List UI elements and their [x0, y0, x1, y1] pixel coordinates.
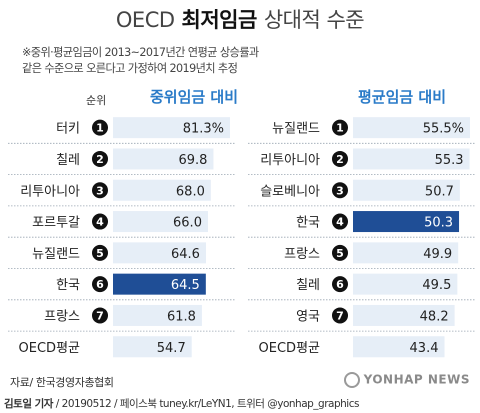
rank-badge — [92, 244, 108, 261]
rank-number: 2 — [336, 153, 344, 166]
value-label: 68.0 — [176, 184, 205, 199]
value-label: 61.8 — [167, 309, 196, 324]
category-label: 프랑스 — [284, 247, 320, 262]
rank-badge — [332, 244, 348, 261]
value-label: 50.7 — [425, 184, 454, 199]
value-label: 54.7 — [157, 341, 186, 356]
value-label: 64.6 — [171, 247, 200, 262]
value-label: 69.8 — [178, 153, 207, 168]
bar — [113, 179, 211, 201]
rank-badge — [332, 119, 348, 136]
rank-number: 7 — [336, 309, 344, 322]
rank-number: 7 — [96, 309, 104, 322]
value-label: 66.0 — [173, 216, 202, 231]
bar — [113, 211, 208, 233]
title-bold: 최저임금 — [181, 8, 258, 32]
rank-badge — [332, 307, 348, 324]
category-label: 영국 — [296, 309, 320, 324]
bar — [353, 304, 455, 326]
category-label: 칠레 — [296, 278, 320, 293]
category-label: 터키 — [56, 122, 80, 137]
category-label: 한국 — [296, 216, 320, 231]
panel-title-median: 중위임금 대비 — [150, 88, 239, 106]
title-rest: 상대적 수준 — [263, 8, 365, 32]
category-label: OECD평균 — [19, 341, 80, 356]
rank-badge — [92, 119, 108, 136]
rank-number: 4 — [96, 216, 104, 229]
value-label: 55.5% — [423, 122, 464, 137]
category-label: 슬로베니아 — [260, 184, 320, 199]
credit-name: 김토일 기자 — [4, 398, 53, 410]
bar — [353, 148, 470, 170]
rank-number: 1 — [96, 122, 104, 135]
rank-badge — [332, 150, 348, 167]
bar — [113, 117, 230, 139]
category-label: 리투아니아 — [20, 184, 80, 199]
bar — [113, 242, 206, 264]
rank-badge — [92, 276, 108, 293]
category-label: 한국 — [56, 278, 80, 293]
rank-badge — [92, 182, 108, 199]
value-label: 55.3 — [435, 153, 464, 168]
category-label: 뉴질랜드 — [32, 247, 80, 262]
bar — [113, 304, 202, 326]
rank-number: 6 — [96, 278, 104, 291]
panel-title-average: 평균임금 대비 — [358, 88, 447, 106]
category-label: 뉴질랜드 — [272, 122, 320, 137]
yonhap-logo-icon — [343, 372, 360, 388]
value-label: 49.5 — [422, 278, 451, 293]
bar — [353, 117, 470, 139]
bar — [353, 336, 445, 358]
value-label: 49.9 — [423, 247, 452, 262]
chart-median-wage: 터키 1 81.3% 칠레 2 69.8 리투아니아 3 68.0 포르투갈 4 66.0 뉴질랜드 5 6… — [8, 117, 236, 358]
rank-header: 순위 — [86, 94, 107, 107]
yonhap-watermark: YONHAP NEWS — [343, 372, 470, 388]
bar — [113, 148, 214, 170]
note-line-1: ※중위·평균임금이 2013~2017년간 연평균 상승률과 — [22, 46, 259, 59]
rank-badge — [332, 213, 348, 230]
panel-median-wage: 순위 중위임금 대비 터키 1 81.3% 칠레 2 69.8 리투아니아 3 68.0 포르투갈… — [0, 84, 240, 360]
rank-badge — [92, 150, 108, 167]
rank-number: 6 — [336, 278, 344, 291]
panel-average-wage: 평균임금 대비 뉴질랜드 1 55.5% 리투아니아 2 55.3 슬로베니아 3 50.7 한국… — [240, 84, 480, 360]
rank-badge — [92, 307, 108, 324]
chart-title: OECD 최저임금 상대적 수준 — [0, 4, 480, 34]
category-label: 프랑스 — [44, 309, 80, 324]
rank-badge — [92, 213, 108, 230]
rank-number: 1 — [336, 122, 344, 135]
bar — [353, 179, 460, 201]
value-label: 48.2 — [420, 309, 449, 324]
category-label: 칠레 — [56, 153, 80, 168]
bar — [113, 336, 192, 358]
value-label: 64.5 — [171, 278, 200, 293]
credit-details: / 20190512 / 페이스북 tuney.kr/LeYN1, 트위터 @y… — [52, 398, 360, 410]
rank-badge — [332, 182, 348, 199]
rank-number: 3 — [336, 184, 344, 197]
rank-number: 3 — [96, 184, 104, 197]
value-label: 81.3% — [183, 122, 224, 137]
bar — [113, 273, 206, 295]
bar — [353, 242, 459, 264]
note-line-2: 같은 수준으로 오른다고 가정하여 2019년치 추정 — [22, 62, 238, 75]
bar — [353, 211, 460, 233]
bar — [353, 273, 458, 295]
rank-badge — [332, 276, 348, 293]
rank-number: 4 — [336, 216, 344, 229]
credit-line: 김토일 기자 / 20190512 / 페이스북 tuney.kr/LeYN1,… — [4, 396, 359, 411]
category-label: 리투아니아 — [260, 153, 320, 168]
watermark-text: YONHAP NEWS — [363, 372, 470, 387]
title-lead: OECD — [115, 8, 175, 32]
rank-number: 5 — [96, 247, 104, 260]
category-label: 포르투갈 — [32, 216, 80, 231]
value-label: 43.4 — [410, 341, 439, 356]
source-note: 자료/ 한국경영자총협회 — [10, 376, 114, 389]
chart-average-wage: 뉴질랜드 1 55.5% 리투아니아 2 55.3 슬로베니아 3 50.7 한국 4 50.3 프랑스… — [248, 117, 476, 358]
value-label: 50.3 — [424, 216, 453, 231]
category-label: OECD평균 — [259, 341, 320, 356]
rank-number: 5 — [336, 247, 344, 260]
rank-number: 2 — [96, 153, 104, 166]
